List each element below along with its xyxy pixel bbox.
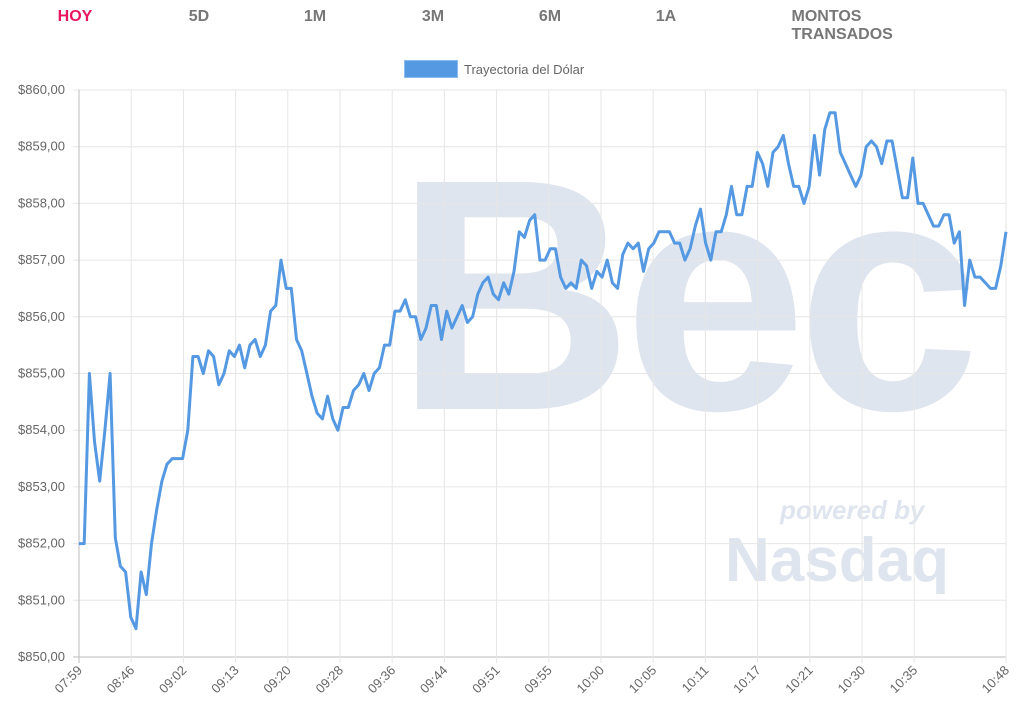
tab-1a[interactable]: 1A [655,8,677,25]
y-tick-label: $859,00 [18,139,65,154]
x-tick-label: 09:55 [521,663,555,697]
x-tick-label: 09:44 [417,663,451,697]
y-tick-label: $858,00 [18,195,65,210]
tab-1m[interactable]: 1M [303,8,327,25]
x-tick-label: 10:11 [679,663,712,696]
x-tick-label: 10:17 [730,663,764,697]
legend-label: Trayectoria del Dólar [464,61,585,77]
x-tick-label: 09:51 [469,663,503,697]
y-tick-label: $854,00 [18,422,65,437]
x-tick-label: 08:46 [104,663,138,697]
y-tick-label: $856,00 [18,309,65,324]
y-tick-label: $850,00 [18,649,65,664]
legend-swatch [404,60,458,78]
x-tick-label: 07:59 [52,663,86,697]
tab-3m[interactable]: 3M [421,8,445,25]
x-tick-label: 10:48 [979,663,1013,697]
y-tick-label: $853,00 [18,479,65,494]
x-tick-label: 10:05 [626,663,660,697]
period-tabs: HOY 5D 1M 3M 6M 1A MONTOS TRANSADOS [0,8,1024,43]
y-tick-label: $860,00 [18,82,65,97]
x-tick-label: 10:35 [887,663,921,697]
tab-hoy[interactable]: HOY [57,8,93,25]
x-tick-label: 10:21 [782,663,816,697]
series-line-trayectoria-dolar [79,111,1008,631]
x-tick-label: 09:02 [156,663,190,697]
tab-montos-transados[interactable]: MONTOS TRANSADOS [791,8,893,43]
y-tick-label: $855,00 [18,366,65,381]
y-tick-label: $851,00 [18,592,65,607]
chart-legend[interactable]: Trayectoria del Dólar [404,60,584,78]
x-tick-label: 09:36 [365,663,399,697]
tab-6m[interactable]: 6M [538,8,562,25]
x-tick-label: 10:30 [835,663,869,697]
x-tick-label: 10:00 [574,663,608,697]
tab-5d[interactable]: 5D [188,8,210,25]
x-tick-label: 09:28 [313,663,347,697]
y-tick-label: $857,00 [18,252,65,267]
y-tick-label: $852,00 [18,536,65,551]
x-tick-label: 09:13 [208,663,242,697]
x-tick-label: 09:20 [260,663,294,697]
